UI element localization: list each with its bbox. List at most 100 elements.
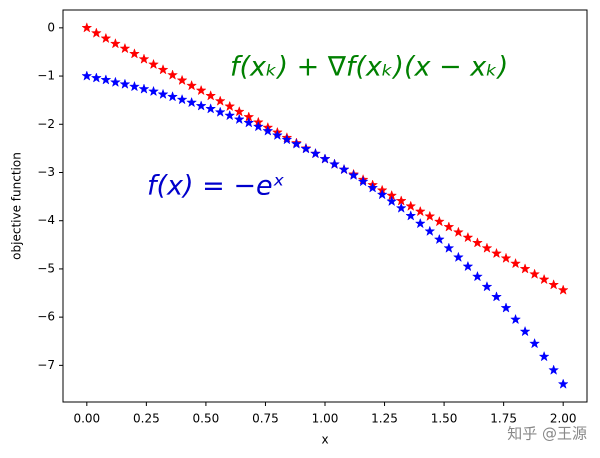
marker	[157, 64, 169, 75]
marker	[471, 270, 483, 282]
marker	[243, 117, 255, 128]
y-tick-label: −7	[37, 358, 55, 372]
annotation: f(x) = −eˣ	[147, 171, 285, 202]
y-tick-label: −3	[37, 165, 55, 179]
marker	[148, 85, 159, 97]
marker	[519, 325, 531, 337]
marker	[481, 280, 493, 292]
marker	[500, 302, 512, 313]
marker	[395, 202, 407, 213]
marker	[538, 350, 550, 362]
marker	[510, 257, 522, 269]
marker	[443, 221, 455, 232]
marker	[529, 268, 541, 279]
marker	[424, 210, 436, 222]
marker	[109, 76, 121, 87]
y-tick-label: −6	[37, 310, 55, 324]
marker	[309, 147, 321, 159]
x-tick-label: 1.00	[312, 412, 339, 426]
x-tick-label: 1.50	[431, 412, 458, 426]
marker	[81, 22, 93, 33]
marker	[128, 80, 140, 92]
marker	[300, 143, 312, 154]
marker	[205, 103, 217, 114]
marker	[348, 169, 360, 181]
marker	[90, 27, 102, 38]
marker	[367, 182, 379, 193]
annotation: f(xₖ) + ∇f(xₖ)(x − xₖ)	[230, 52, 508, 83]
marker	[148, 58, 159, 70]
marker	[100, 74, 112, 85]
marker	[557, 378, 569, 389]
watermark: 知乎 @王源	[507, 425, 587, 443]
marker	[557, 284, 569, 295]
marker	[252, 120, 264, 132]
marker	[433, 215, 445, 227]
marker	[138, 83, 150, 94]
marker	[414, 217, 426, 229]
marker	[81, 70, 93, 81]
x-tick-label: 1.25	[371, 412, 398, 426]
marker	[386, 195, 398, 207]
marker	[119, 42, 131, 54]
marker	[176, 74, 188, 86]
marker	[214, 95, 226, 106]
x-axis-label: x	[321, 433, 328, 447]
y-tick-label: −1	[37, 69, 55, 83]
marker	[462, 231, 474, 243]
marker	[491, 247, 502, 259]
marker	[538, 273, 550, 285]
marker	[491, 291, 502, 302]
x-tick-label: 0.75	[252, 412, 279, 426]
marker	[443, 242, 455, 253]
marker	[519, 263, 531, 274]
marker	[186, 96, 198, 108]
x-tick-label: 0.00	[73, 412, 100, 426]
marker	[433, 233, 445, 245]
x-tick-label: 0.25	[133, 412, 160, 426]
marker	[195, 100, 207, 111]
marker	[128, 48, 140, 59]
marker	[338, 163, 350, 175]
marker	[119, 78, 131, 89]
marker	[224, 100, 236, 112]
marker	[510, 313, 522, 325]
marker	[452, 251, 464, 263]
marker	[529, 337, 541, 349]
marker	[481, 242, 493, 253]
marker	[329, 158, 341, 169]
marker	[109, 37, 121, 49]
marker	[157, 88, 169, 100]
marker	[176, 93, 188, 105]
marker	[233, 113, 245, 125]
x-tick-label: 0.50	[193, 412, 220, 426]
marker	[319, 153, 331, 164]
marker	[452, 226, 464, 237]
marker	[376, 188, 388, 200]
marker	[500, 252, 512, 263]
marker	[186, 79, 198, 91]
y-axis-label: objective function	[10, 152, 24, 260]
y-tick-label: −5	[37, 261, 55, 275]
marker	[205, 90, 217, 101]
marker	[290, 138, 302, 149]
marker	[548, 279, 560, 290]
x-tick-label: 1.75	[490, 412, 517, 426]
marker	[214, 106, 226, 117]
marker	[424, 225, 436, 236]
marker	[138, 53, 150, 64]
marker	[405, 200, 417, 211]
marker	[414, 205, 426, 217]
marker	[271, 129, 283, 141]
marker	[462, 260, 474, 272]
marker	[167, 91, 179, 102]
marker	[262, 125, 274, 136]
marker	[195, 84, 207, 96]
marker	[548, 364, 560, 375]
y-tick-label: −2	[37, 117, 55, 131]
y-tick-label: −4	[37, 213, 55, 227]
marker	[90, 72, 102, 83]
marker	[405, 210, 417, 221]
y-tick-label: 0	[47, 20, 55, 34]
